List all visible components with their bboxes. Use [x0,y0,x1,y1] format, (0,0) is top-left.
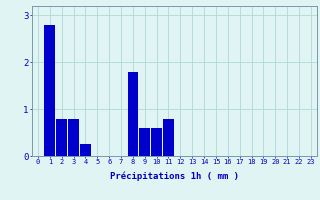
Bar [140,128,150,156]
Bar [163,118,174,156]
Bar [68,118,79,156]
Bar [44,25,55,156]
Bar [128,72,138,156]
Bar [151,128,162,156]
X-axis label: Précipitations 1h ( mm ): Précipitations 1h ( mm ) [110,171,239,181]
Bar [56,118,67,156]
Bar [80,144,91,156]
